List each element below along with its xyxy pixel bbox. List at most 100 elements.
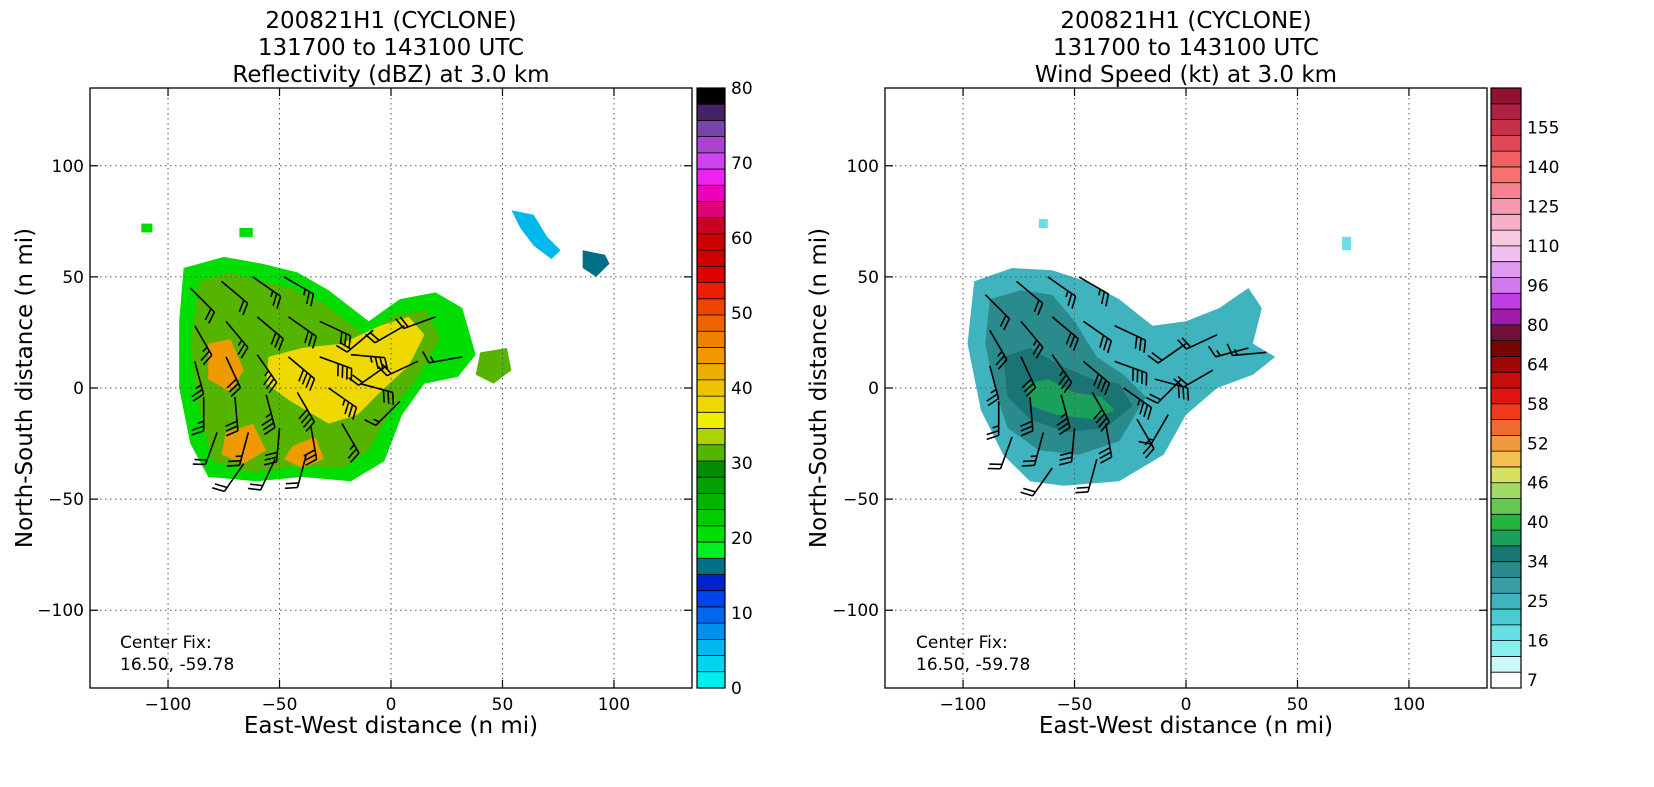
wind-barb-half-flag	[1098, 288, 1101, 296]
wind-barb-flag	[1099, 451, 1112, 460]
wind-barb-flag	[304, 453, 317, 462]
wind-barb-half-flag	[303, 288, 306, 296]
wind-barb-flag	[1065, 332, 1072, 345]
wind-barb	[986, 401, 1000, 441]
wind-barb-staff	[1123, 387, 1152, 409]
colorbar-segment	[1491, 135, 1521, 152]
colorbar: 0 10 20 30 40 50 60 70 80	[696, 79, 753, 699]
colorbar-segment	[1491, 530, 1521, 547]
wind-barb-staff	[403, 316, 436, 330]
wind-barb-flag	[1181, 337, 1192, 348]
wind-barb-half-flag	[1137, 399, 1141, 406]
x-tick-label: −100	[145, 695, 192, 715]
wind-barb-flag	[208, 311, 216, 324]
wind-barb-flag	[191, 430, 204, 436]
colorbar-tick-label: 46	[1527, 474, 1549, 494]
wind-barb-staff	[358, 365, 387, 386]
colorbar-segment	[1491, 609, 1521, 626]
chart-title-line: 131700 to 143100 UTC	[1053, 35, 1319, 61]
wind-barb-flag	[1147, 407, 1153, 420]
y-axis-label: North-South distance (n mi)	[12, 228, 38, 548]
wind-barb	[335, 329, 374, 353]
wind-barb	[1051, 354, 1073, 394]
wind-barb-staff	[1047, 276, 1077, 298]
y-tick-label: −100	[832, 601, 879, 621]
wind-barb-staff	[256, 316, 284, 340]
center-fix-annotation: Center Fix:	[120, 633, 212, 653]
wind-barb-flag	[1144, 448, 1155, 459]
wind-barb-flag	[348, 335, 352, 349]
colorbar-segment	[697, 558, 725, 575]
wind-barb-half-flag	[349, 444, 355, 451]
wind-barb-flag	[230, 387, 241, 397]
wind-barb-staff	[223, 463, 245, 492]
wind-barb-flag	[202, 354, 213, 366]
wind-barb-staff	[1150, 414, 1169, 445]
wind-barb-flag	[1106, 340, 1113, 354]
colorbar-segment	[697, 606, 725, 624]
wind-barb-flag	[995, 355, 1006, 366]
colorbar-segment	[697, 542, 725, 559]
y-axis-label: North-South distance (n mi)	[806, 228, 832, 548]
wind-barb-staff	[252, 276, 282, 298]
wind-barb-flag	[1071, 296, 1077, 309]
wind-barb-flag	[1138, 440, 1152, 445]
colorbar-tick-label: 10	[731, 604, 753, 624]
colorbar-segment	[1491, 214, 1521, 231]
wind-barb-flag	[1076, 486, 1090, 489]
wind-barb-flag	[1100, 291, 1106, 305]
wind-barb	[1177, 333, 1218, 350]
colorbar-segment	[1491, 403, 1521, 420]
wind-barb-flag	[1105, 293, 1110, 307]
y-tick-label: 0	[73, 379, 84, 399]
colorbar-segment	[697, 250, 725, 267]
echo-region	[208, 339, 244, 393]
colorbar-segment	[1491, 340, 1521, 357]
wind-barb-staff	[984, 294, 1010, 320]
wind-barb	[395, 316, 436, 330]
wind-barb-flag	[1023, 487, 1036, 493]
wind-barb-staff	[1078, 276, 1109, 295]
wind-barb	[986, 365, 1000, 407]
colorbar-segment	[1491, 245, 1521, 262]
colorbar-segment	[1491, 656, 1521, 673]
echo-region	[266, 316, 425, 424]
wind-barb-flag	[1145, 396, 1158, 404]
colorbar-tick-label: 80	[1527, 316, 1549, 336]
wind-barb-half-flag	[369, 356, 373, 363]
chart-title-line: Wind Speed (kt) at 3.0 km	[1035, 62, 1337, 88]
wind-barb	[1020, 396, 1034, 437]
colorbar-segment	[697, 169, 725, 186]
wind-barb-staff	[194, 361, 205, 395]
wind-barb	[189, 287, 216, 324]
wind-barb-flag	[1020, 425, 1033, 432]
colorbar-segment	[1491, 624, 1521, 641]
y-tick-label: 50	[857, 268, 879, 288]
wind-barb	[987, 436, 1013, 470]
wind-barb-flag	[263, 426, 276, 436]
wind-barb-flag	[1093, 373, 1100, 387]
wind-barb-flag	[999, 314, 1007, 328]
wind-barb-flag	[300, 413, 311, 424]
wind-barb-staff	[1157, 342, 1187, 364]
wind-barb-staff	[374, 325, 405, 344]
wind-barb-staff	[1032, 467, 1053, 497]
wind-barb-flag	[263, 374, 272, 386]
wind-barb-flag	[1072, 338, 1080, 351]
wind-barb-half-flag	[990, 388, 997, 394]
wind-barb-flag	[1100, 379, 1107, 393]
wind-barb-staff	[1020, 356, 1037, 389]
wind-barb	[248, 458, 276, 491]
echo-region	[475, 348, 512, 384]
wind-barb-half-flag	[1059, 370, 1065, 377]
wind-barb-flag	[277, 338, 285, 351]
wind-barb-staff	[1029, 396, 1034, 431]
wind-barb-flag	[1177, 375, 1188, 386]
wind-barb	[226, 432, 250, 467]
wind-barb-flag	[302, 417, 313, 428]
wind-barb-staff	[999, 436, 1013, 470]
wind-barb	[1047, 276, 1077, 309]
colorbar-segment	[697, 477, 725, 494]
wind-barb-staff	[1051, 354, 1073, 383]
wind-barb	[1114, 360, 1148, 386]
